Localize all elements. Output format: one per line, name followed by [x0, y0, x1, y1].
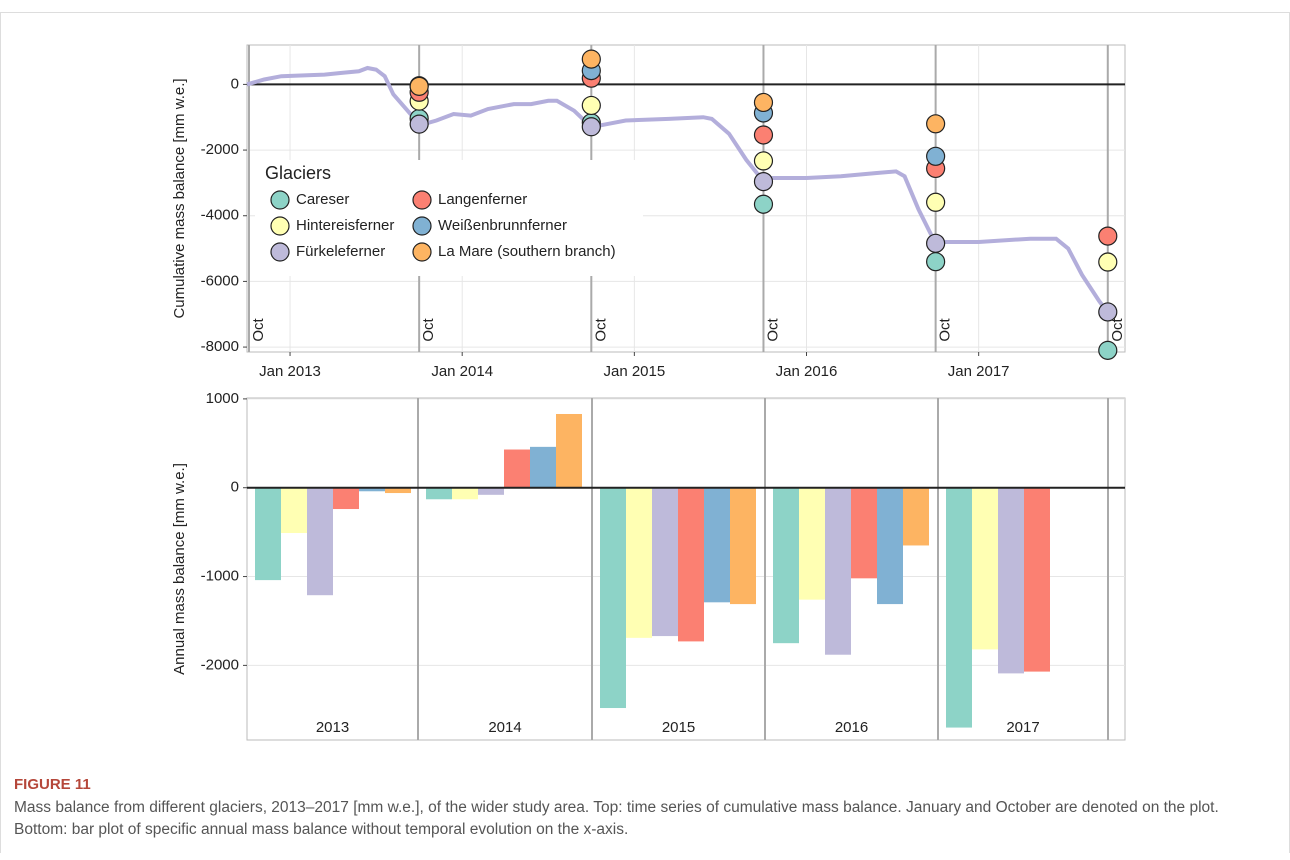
legend-swatch: [412, 242, 432, 262]
legend-label: Langenferner: [438, 191, 527, 208]
legend-swatch: [412, 216, 432, 236]
legend-swatch: [270, 190, 290, 210]
bar: [385, 487, 411, 494]
y-tick-label: -1000: [201, 568, 239, 585]
y-tick-label: -2000: [201, 141, 239, 158]
y-tick-label: 1000: [206, 390, 239, 407]
legend-swatch: [412, 190, 432, 210]
month-label: Oct: [937, 318, 954, 342]
figure-caption: Mass balance from different glaciers, 20…: [14, 799, 1219, 838]
category-label: 2016: [835, 719, 868, 736]
bar: [307, 487, 333, 596]
x-tick-label: Jan 2013: [259, 363, 321, 380]
bar: [1024, 487, 1050, 672]
glacier-point: [926, 192, 946, 212]
bar: [255, 487, 281, 581]
month-label: Oct: [250, 318, 267, 342]
bar: [626, 487, 652, 638]
legend-label: Hintereisferner: [296, 217, 394, 234]
bar: [281, 487, 307, 534]
bar: [333, 487, 359, 510]
legend-label: Weißenbrunnferner: [438, 217, 567, 234]
glacier-point: [1098, 340, 1118, 360]
y-tick-label: -8000: [201, 338, 239, 355]
y-tick-label: 0: [231, 75, 239, 92]
x-tick-label: Jan 2017: [948, 363, 1010, 380]
y-axis-label: Cumulative mass balance [mm w.e.]: [171, 78, 188, 318]
bar: [556, 413, 582, 488]
legend-title: Glaciers: [265, 163, 331, 183]
legend-label: La Mare (southern branch): [438, 243, 616, 260]
y-tick-label: 0: [231, 479, 239, 496]
bar: [452, 487, 478, 500]
month-label: Oct: [592, 318, 609, 342]
bar: [877, 487, 903, 605]
category-label: 2014: [488, 719, 521, 736]
bar: [972, 487, 998, 650]
bar: [825, 487, 851, 655]
legend-swatch: [270, 242, 290, 262]
bar: [998, 487, 1024, 674]
legend-label: Fürkeleferner: [296, 243, 385, 260]
bar: [426, 487, 452, 500]
bar: [530, 446, 556, 488]
glacier-point: [581, 95, 601, 116]
bar: [478, 487, 504, 495]
glacier-point: [1098, 226, 1118, 246]
x-tick-label: Jan 2015: [603, 363, 665, 380]
bar: [678, 487, 704, 642]
glacier-point: [926, 233, 946, 253]
bar: [730, 487, 756, 605]
figure-label: FIGURE 11: [14, 776, 91, 793]
month-label: Oct: [1109, 318, 1126, 342]
glacier-point: [753, 194, 774, 214]
glacier-point: [581, 49, 601, 69]
bar: [359, 487, 385, 492]
y-tick-label: -2000: [201, 656, 239, 673]
x-tick-label: Jan 2016: [776, 363, 838, 380]
legend-swatch: [270, 216, 290, 236]
bar: [851, 487, 877, 579]
glacier-point: [409, 114, 429, 134]
bar: [773, 487, 799, 644]
y-tick-label: -6000: [201, 272, 239, 289]
bar: [652, 487, 678, 637]
figure-charts: -8000 -6000 -4000 -2000 0 Cumulative mass bal…: [171, 44, 1126, 741]
category-label: 2013: [316, 719, 349, 736]
category-label: 2017: [1006, 719, 1039, 736]
glacier-point: [753, 125, 774, 145]
y-tick-label: -4000: [201, 207, 239, 224]
bar: [799, 487, 825, 600]
y-axis-label: Annual mass balance [mm w.e.]: [171, 463, 188, 675]
legend-box: [255, 160, 643, 276]
legend-label: Careser: [296, 191, 349, 208]
category-label: 2015: [662, 719, 695, 736]
month-label: Oct: [420, 318, 437, 342]
bar: [946, 487, 972, 728]
bar: [903, 487, 929, 546]
glacier-point: [926, 146, 946, 166]
bar: [600, 487, 626, 709]
glacier-point: [1098, 252, 1118, 272]
glacier-point: [409, 76, 429, 96]
month-label: Oct: [764, 318, 781, 342]
bar: [704, 487, 730, 603]
glacier-point: [753, 151, 774, 171]
glacier-point: [926, 114, 946, 134]
glacier-point: [581, 117, 601, 137]
glacier-point: [753, 171, 774, 192]
glacier-point: [1098, 302, 1118, 322]
x-tick-label: Jan 2014: [431, 363, 493, 380]
bar: [504, 449, 530, 488]
glacier-point: [926, 252, 946, 272]
glacier-point: [753, 92, 774, 113]
